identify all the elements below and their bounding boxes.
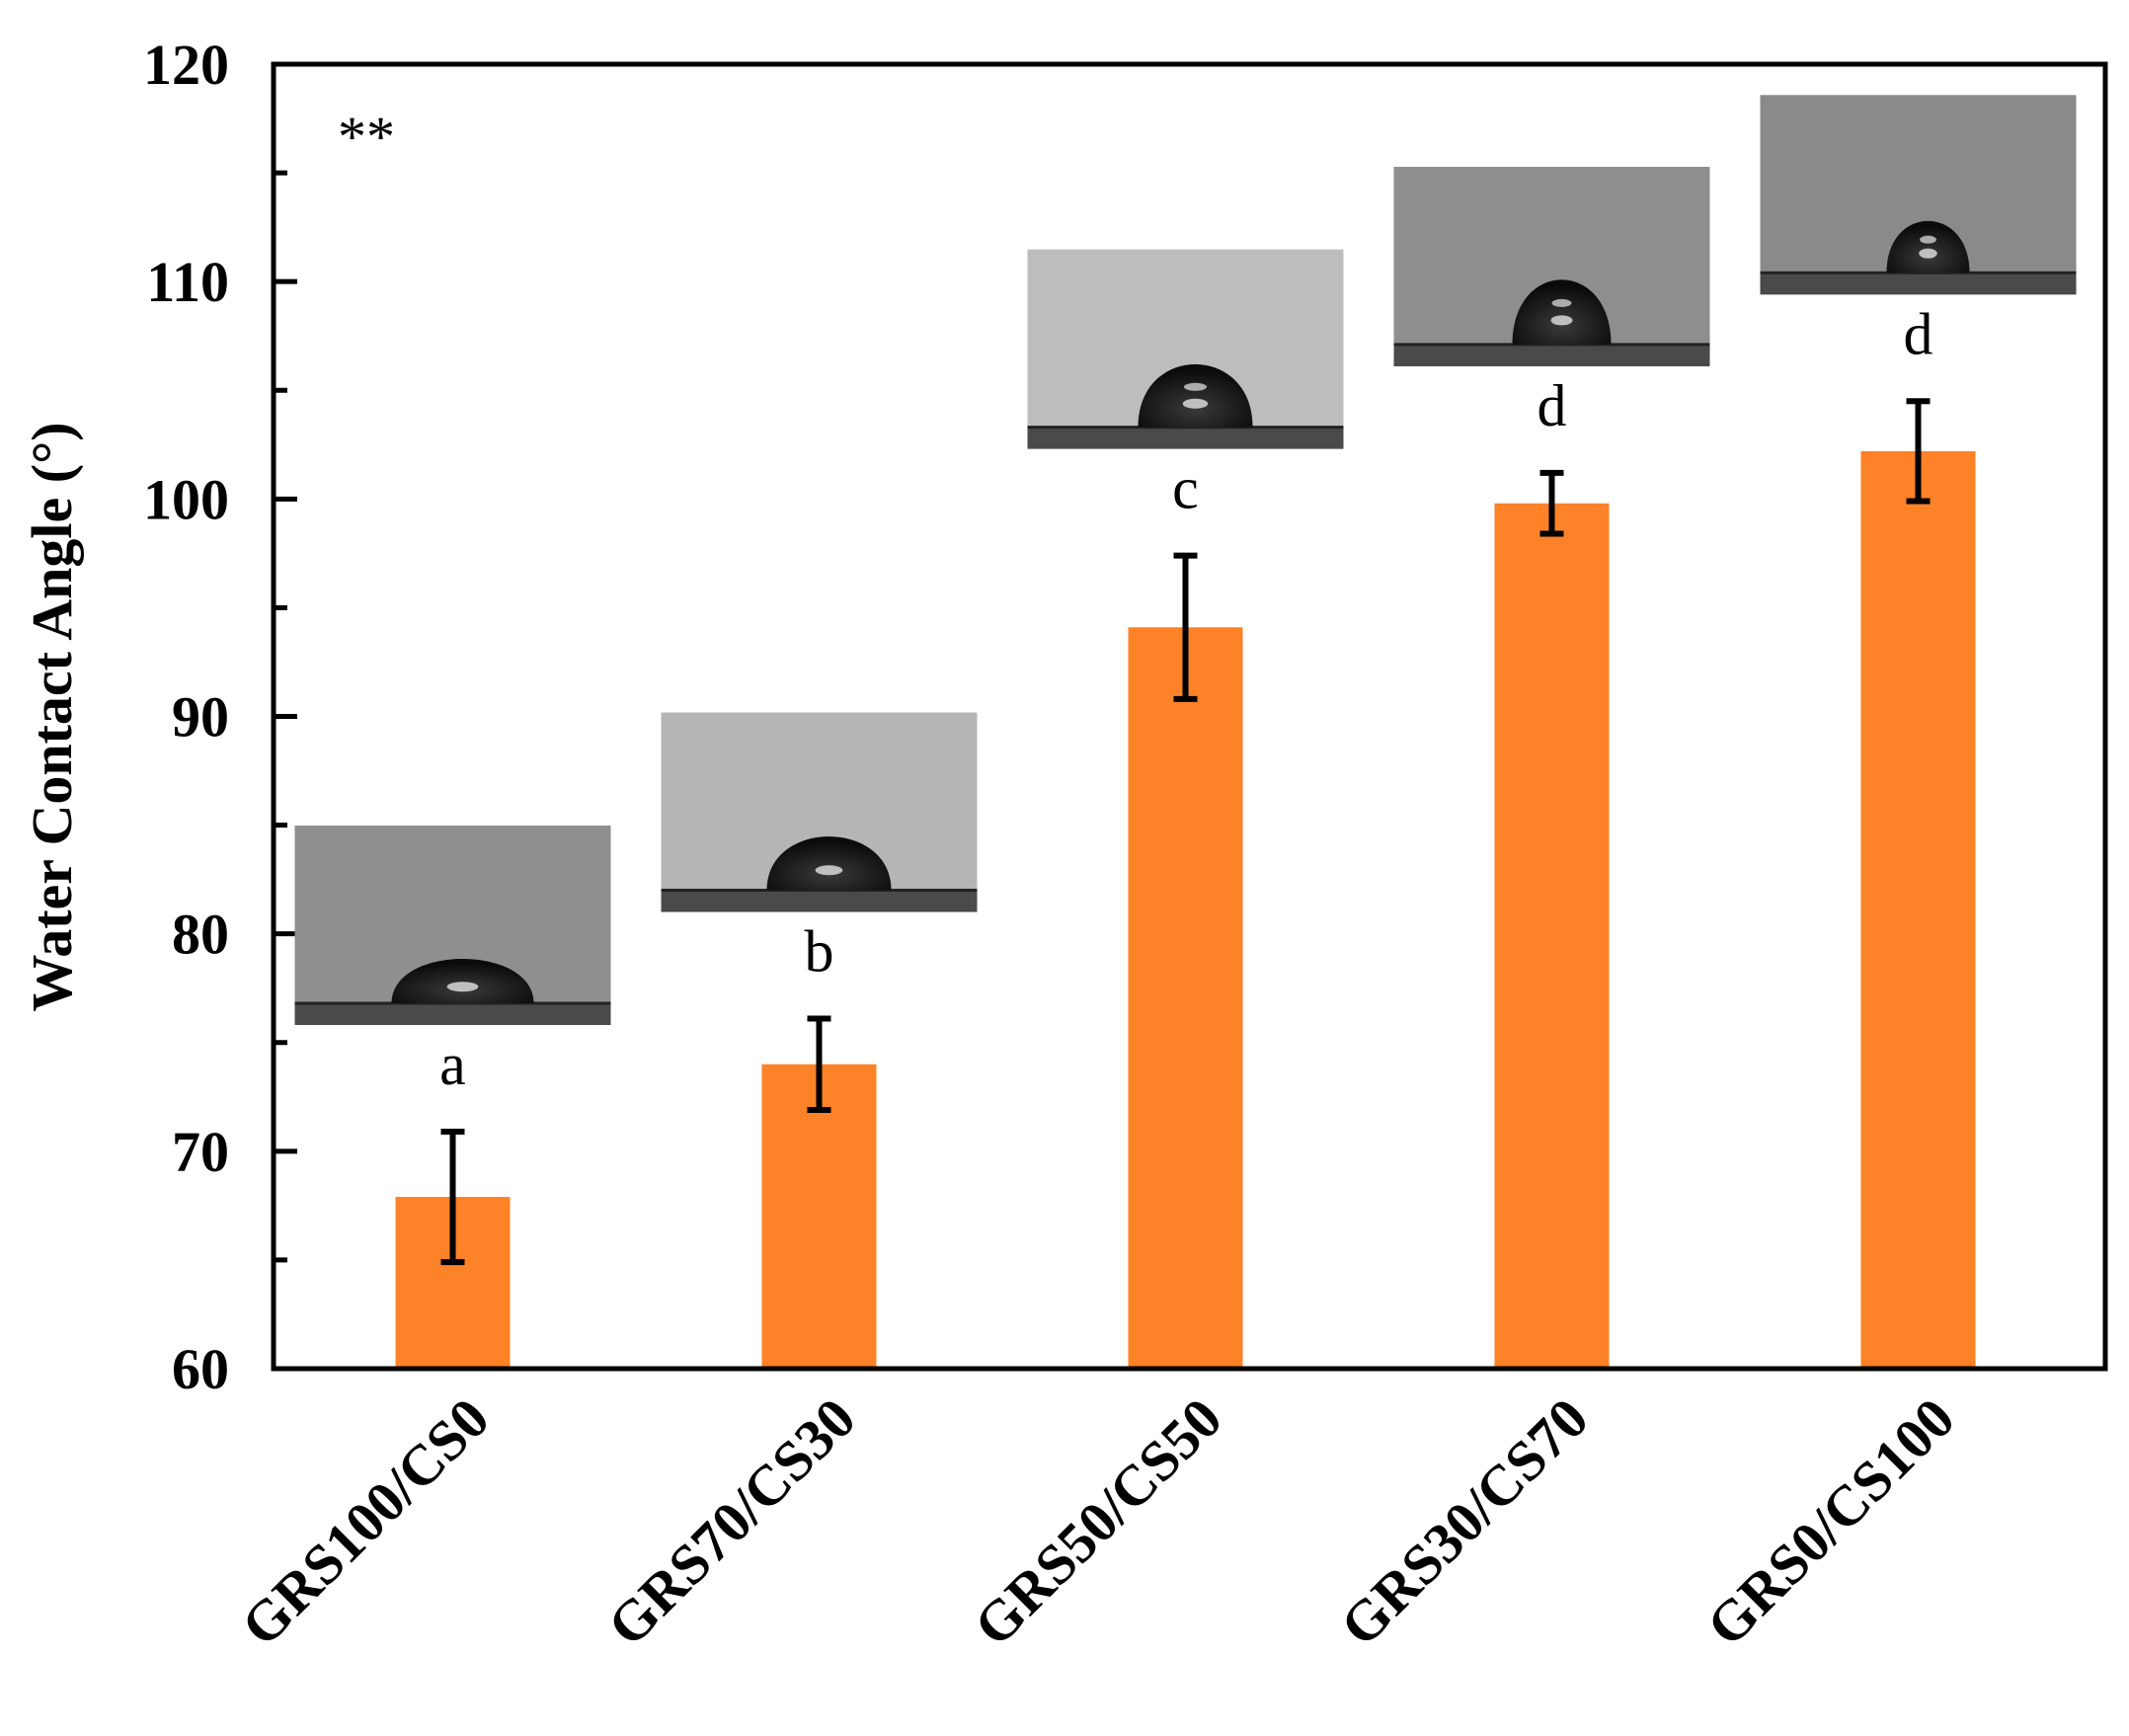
bar [1128,627,1243,1369]
error-bar-series [440,398,1931,1266]
droplet-inset [1393,166,1710,366]
droplet-inset-images [294,95,2077,1026]
x-axis-category-labels: GRS100/CS0 GRS70/CS30 GRS50/CS50 GRS30/CS70… [229,1385,1967,1658]
bar [1860,450,1976,1369]
y-tick-label: 60 [172,1337,229,1401]
bar-series [395,450,1976,1369]
droplet-inset [1027,249,1344,449]
y-axis-tick-labels: 60 70 80 90 100 110 120 [143,33,229,1401]
water-droplet [1886,220,1970,274]
bar [761,1064,877,1369]
significance-letter: d [1538,373,1567,438]
water-droplet [1512,279,1612,345]
y-tick-label: 110 [146,250,229,314]
significance-letter: a [439,1032,466,1097]
droplet-inset [661,712,978,912]
water-droplet [1138,363,1253,428]
category-label: GRS70/CS30 [595,1385,868,1658]
y-axis-ticks [274,61,297,1372]
category-label: GRS30/CS70 [1328,1385,1601,1658]
droplet-inset [1760,95,2077,295]
category-label: GRS50/CS50 [962,1385,1234,1658]
water-droplet [391,959,534,1004]
significance-letter: d [1904,301,1933,366]
y-axis-title: Water Contact Angle (°) [20,422,84,1011]
plot-frame [271,61,2108,1372]
significance-letters: a b c d d [439,301,1932,1097]
droplet-inset [294,826,611,1026]
category-label: GRS0/CS100 [1695,1385,1967,1658]
y-tick-label: 70 [172,1120,229,1184]
bar [1494,503,1610,1369]
y-tick-label: 120 [143,33,229,97]
corner-annotation: ** [338,105,395,169]
y-tick-label: 80 [172,903,229,967]
significance-letter: b [805,919,834,985]
y-tick-label: 100 [143,467,229,531]
water-droplet [766,836,892,891]
category-label: GRS100/CS0 [229,1385,502,1658]
significance-letter: c [1172,456,1199,521]
y-tick-label: 90 [172,685,229,750]
